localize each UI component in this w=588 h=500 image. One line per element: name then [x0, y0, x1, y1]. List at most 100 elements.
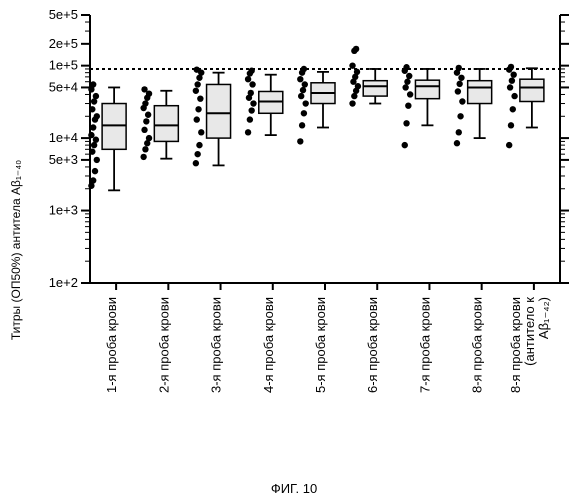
data-point [140, 154, 146, 160]
data-point [403, 120, 409, 126]
data-point [511, 93, 517, 99]
data-point [510, 71, 516, 77]
data-point [142, 146, 148, 152]
ytick-label: 1e+5 [49, 58, 78, 73]
data-point [510, 106, 516, 112]
data-point [353, 46, 359, 52]
data-point [301, 110, 307, 116]
data-point [90, 124, 96, 130]
data-point [194, 81, 200, 87]
box [468, 81, 492, 104]
boxplot-chart: 1e+35e+31e+45e+41e+52e+55e+51e+21-я проб… [0, 0, 588, 478]
data-point [198, 129, 204, 135]
x-category-label: 6-я проба крови [365, 297, 380, 393]
data-point [459, 98, 465, 104]
data-point [354, 69, 360, 75]
data-point [508, 64, 514, 70]
data-point [455, 88, 461, 94]
data-point [93, 137, 99, 143]
ytick-label: 5e+5 [49, 7, 78, 22]
data-point [248, 68, 254, 74]
data-point [299, 122, 305, 128]
x-category-label: Aβ₁₋₄₂) [536, 297, 551, 339]
data-point [506, 142, 512, 148]
data-point [403, 64, 409, 70]
data-point [454, 140, 460, 146]
data-point [143, 118, 149, 124]
x-category-label: 3-я проба крови [209, 297, 224, 393]
data-point [90, 81, 96, 87]
ytick-label: 2e+5 [49, 36, 78, 51]
data-point [248, 107, 254, 113]
ytick-label: 1e+2 [49, 275, 78, 290]
data-point [247, 116, 253, 122]
figure-caption: ФИГ. 10 [0, 481, 588, 496]
data-point [456, 81, 462, 87]
x-category-label: 4-я проба крови [261, 297, 276, 393]
data-point [407, 91, 413, 97]
x-category-label: 7-я проба крови [417, 297, 432, 393]
data-point [145, 112, 151, 118]
data-point [300, 87, 306, 93]
data-point [297, 138, 303, 144]
data-point [142, 100, 148, 106]
data-point [509, 77, 515, 83]
data-point [197, 95, 203, 101]
data-point [93, 93, 99, 99]
data-point [193, 88, 199, 94]
data-point [456, 129, 462, 135]
box [207, 84, 231, 138]
data-point [406, 73, 412, 79]
box [363, 81, 387, 96]
data-point [456, 65, 462, 71]
data-point [457, 113, 463, 119]
x-category-label: 2-я проба крови [156, 297, 171, 393]
box [520, 79, 544, 101]
data-point [196, 142, 202, 148]
data-point [349, 62, 355, 68]
chart-stage: Титры (ОП50%) антитела Aβ₁₋₄₀ 1e+3 5e+3 1e… [0, 0, 588, 500]
x-category-label: 8-я проба крови [470, 297, 485, 393]
data-point [90, 177, 96, 183]
ytick-label: 1e+3 [49, 203, 78, 218]
data-point [250, 100, 256, 106]
data-point [458, 75, 464, 81]
data-point [508, 122, 514, 128]
data-point [92, 168, 98, 174]
ytick-label: 5e+3 [49, 152, 78, 167]
box [154, 106, 178, 142]
box [415, 80, 439, 98]
data-point [297, 76, 303, 82]
data-point [302, 81, 308, 87]
data-point [405, 102, 411, 108]
data-point [194, 116, 200, 122]
box [102, 104, 126, 150]
data-point [245, 76, 251, 82]
data-point [301, 66, 307, 72]
data-point [349, 100, 355, 106]
data-point [94, 113, 100, 119]
data-point [245, 129, 251, 135]
data-point [146, 135, 152, 141]
data-point [89, 148, 95, 154]
data-point [94, 157, 100, 163]
data-point [195, 106, 201, 112]
data-point [88, 132, 94, 138]
data-point [194, 66, 200, 72]
data-point [298, 93, 304, 99]
data-point [141, 127, 147, 133]
ytick-label: 5e+4 [49, 79, 78, 94]
y-axis-label: Титры (ОП50%) антитела Aβ₁₋₄₀ [6, 0, 26, 500]
data-point [402, 142, 408, 148]
data-point [303, 100, 309, 106]
x-category-label: 5-я проба крови [313, 297, 328, 393]
data-point [404, 79, 410, 85]
x-category-label: 8-я проба крови [508, 297, 523, 393]
data-point [194, 151, 200, 157]
y-axis-label-text: Титры (ОП50%) антитела Aβ₁₋₄₀ [9, 160, 23, 340]
x-category-label: 1-я проба крови [104, 297, 119, 393]
data-point [89, 106, 95, 112]
data-point [193, 160, 199, 166]
x-category-label: (антитело к [522, 297, 537, 366]
data-point [249, 81, 255, 87]
